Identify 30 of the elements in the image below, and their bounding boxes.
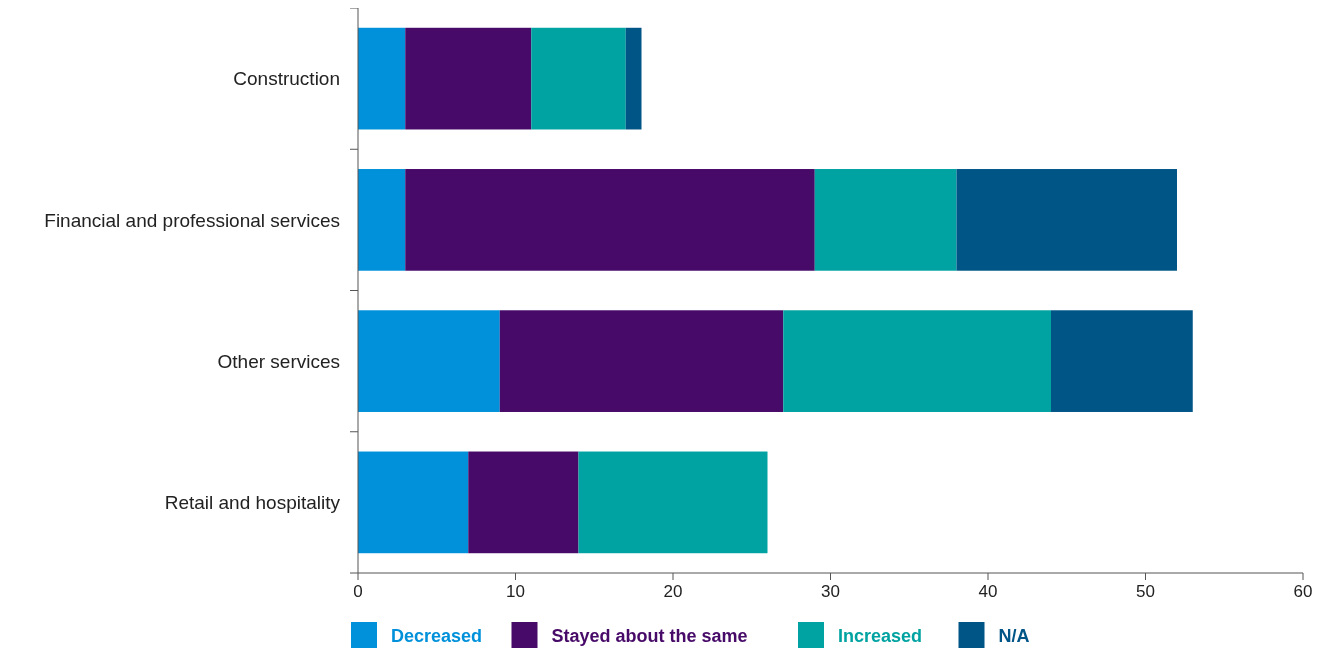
legend-label: Stayed about the same	[551, 626, 748, 646]
bar	[1051, 310, 1193, 412]
bar	[468, 451, 579, 554]
x-tick-label: 10	[506, 582, 525, 601]
bar	[499, 310, 784, 412]
x-tick-label: 50	[1136, 582, 1155, 601]
bar	[358, 310, 500, 412]
x-tick-label: 40	[978, 582, 998, 601]
x-tick-label: 30	[821, 582, 840, 601]
bar	[625, 27, 642, 130]
y-tick-label: Retail and hospitality	[164, 492, 341, 514]
legend-label: Decreased	[391, 626, 483, 646]
x-tick-label: 20	[663, 582, 683, 601]
legend-label: N/A	[998, 626, 1030, 646]
y-tick-label: Construction	[233, 68, 340, 90]
bar	[405, 169, 815, 271]
bar	[405, 27, 532, 130]
y-tick-label: Financial and professional services	[44, 209, 340, 231]
x-tick-label: 60	[1293, 582, 1313, 601]
legend-label: Increased	[838, 626, 923, 646]
bar	[783, 310, 1051, 412]
x-tick-label: 0	[353, 582, 363, 601]
bar	[956, 169, 1177, 271]
bar	[531, 27, 626, 130]
bar	[358, 27, 406, 130]
bar	[814, 169, 957, 271]
bar	[358, 451, 469, 554]
bar	[578, 451, 768, 554]
y-tick-label: Other services	[217, 350, 340, 372]
bar	[358, 169, 406, 271]
